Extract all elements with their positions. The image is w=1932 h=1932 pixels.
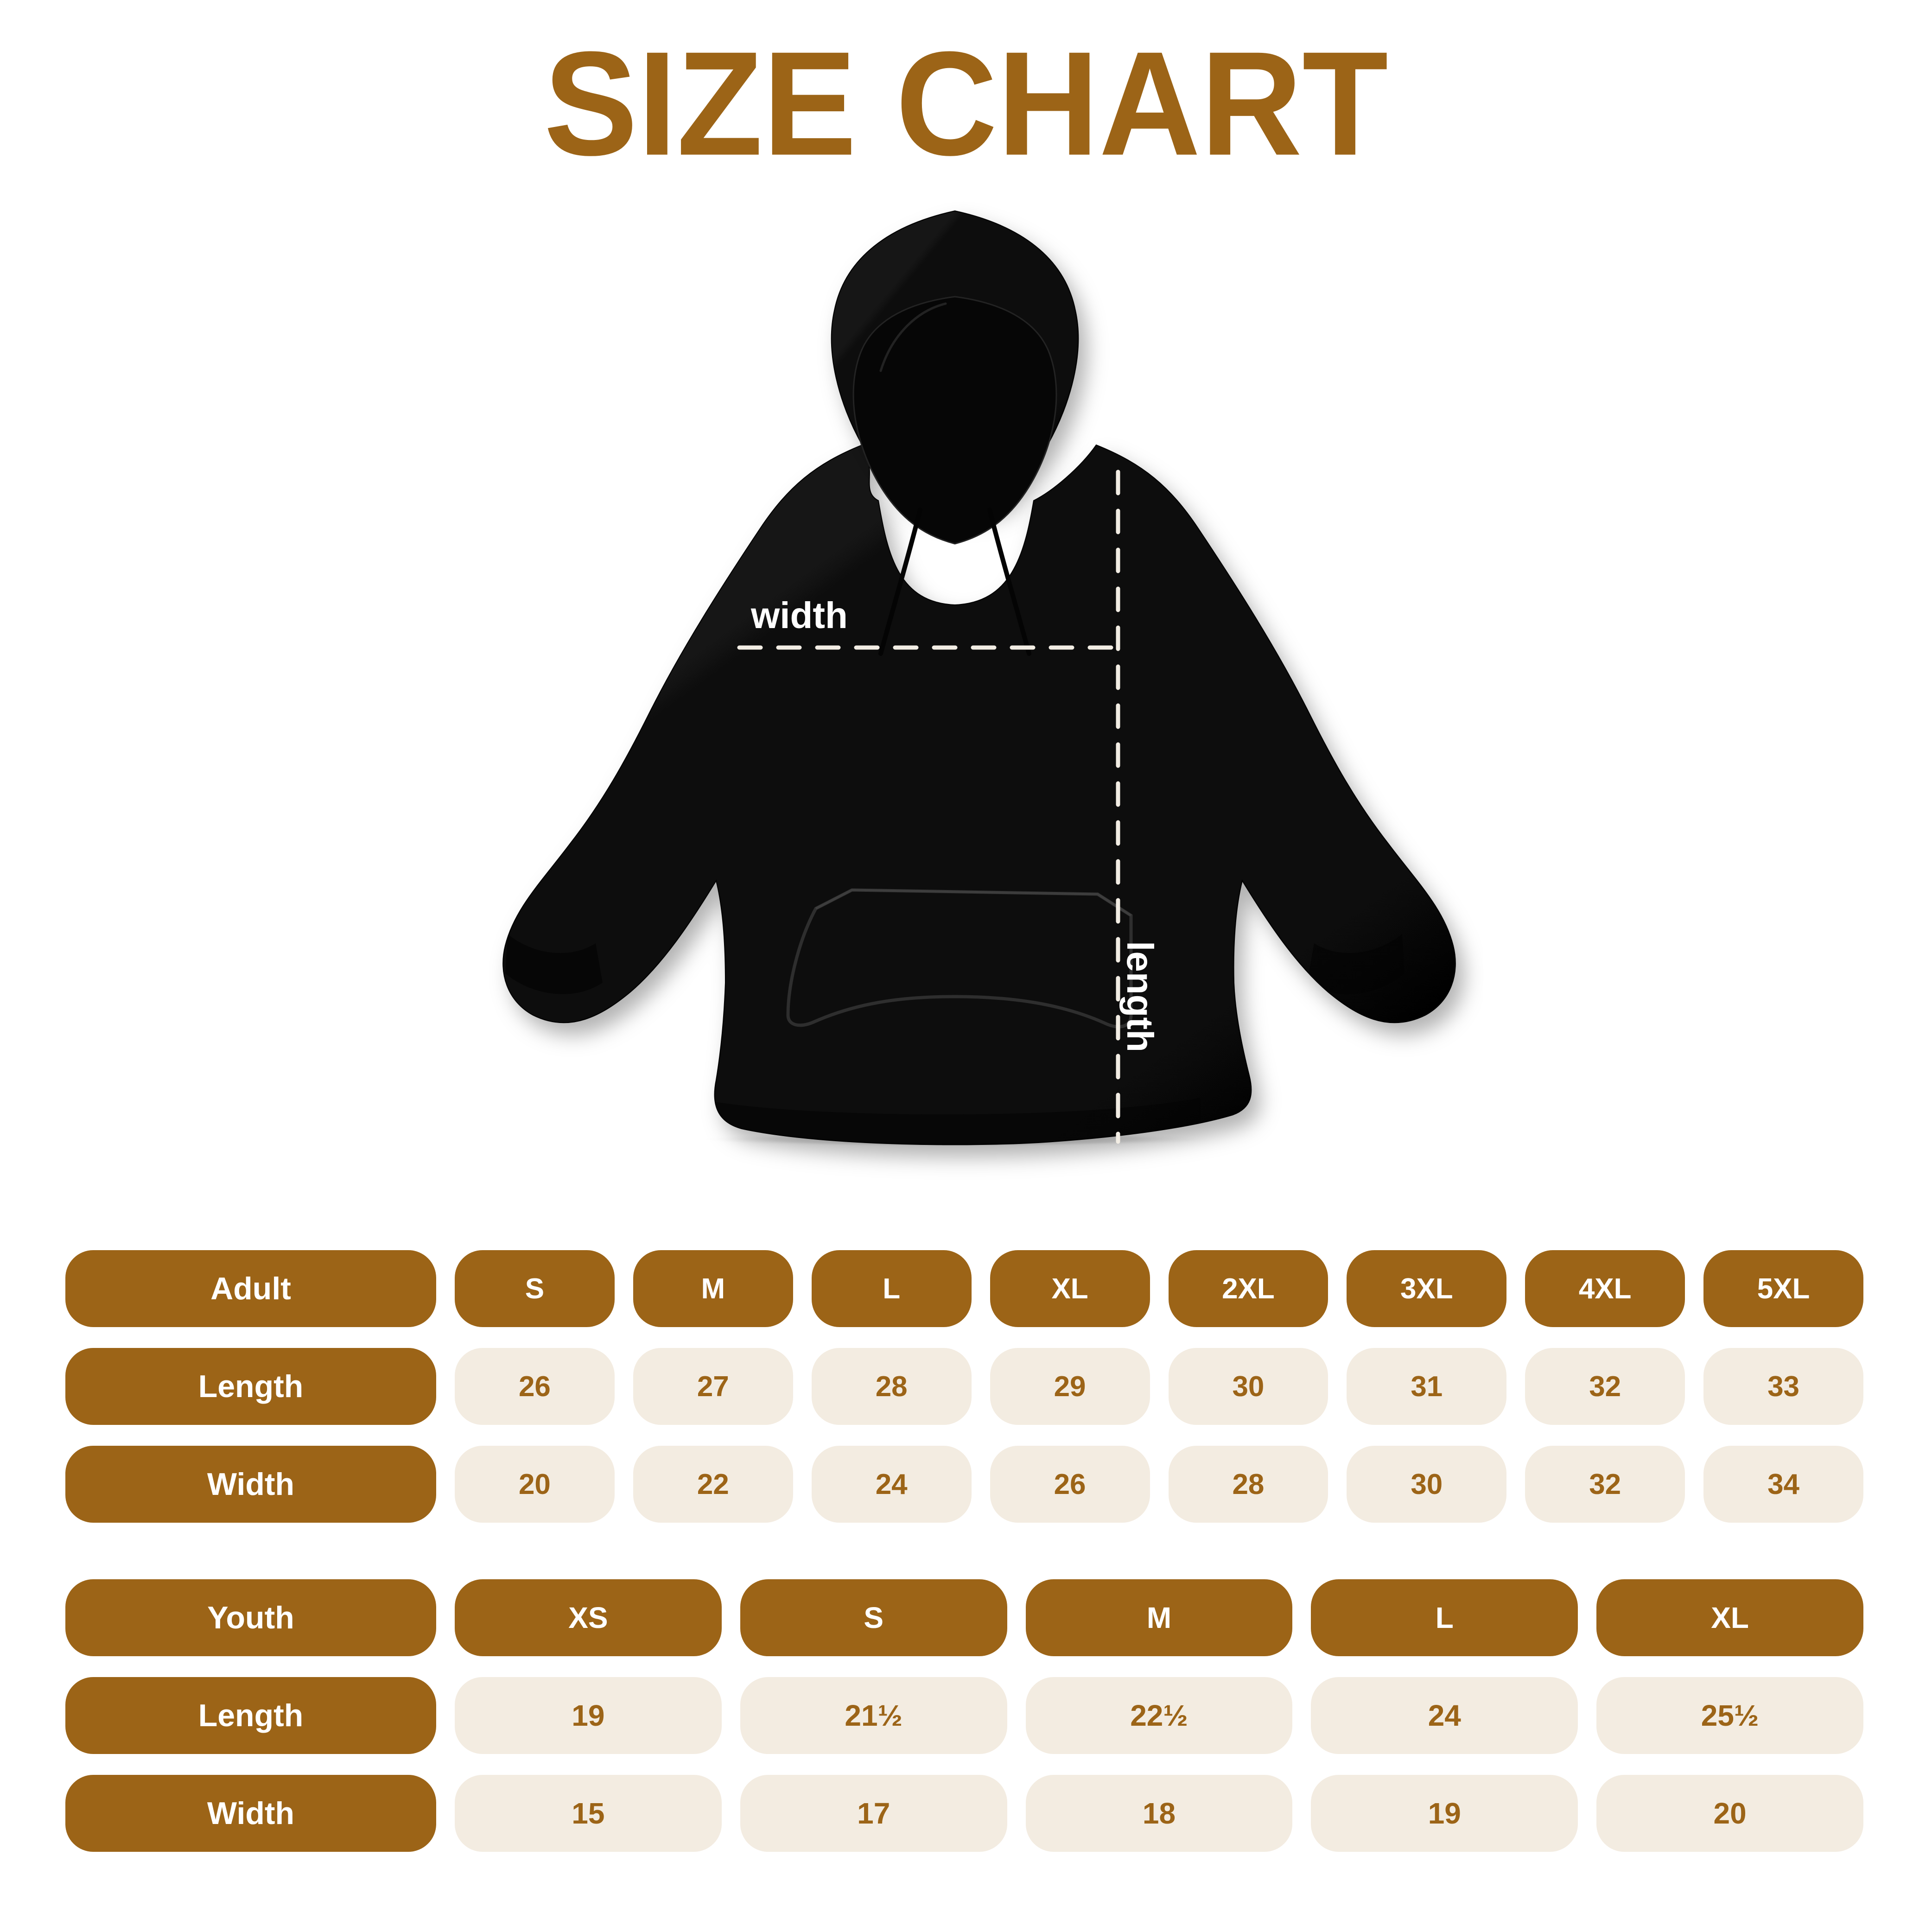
svg-text:width: width bbox=[750, 595, 848, 636]
svg-text:length: length bbox=[1119, 941, 1161, 1052]
